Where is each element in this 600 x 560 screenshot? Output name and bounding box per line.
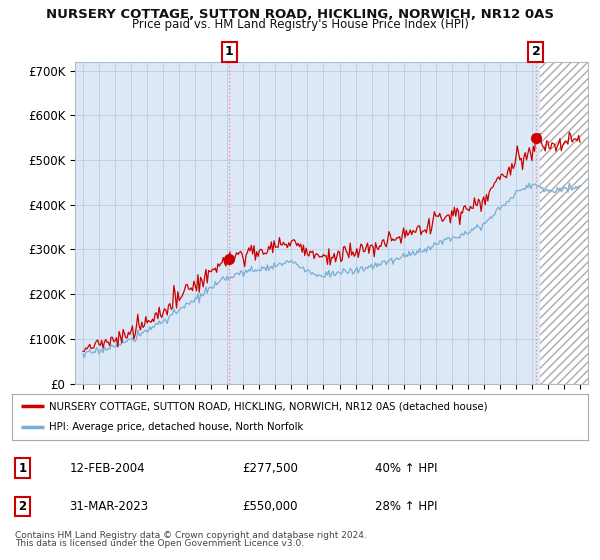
Text: Contains HM Land Registry data © Crown copyright and database right 2024.: Contains HM Land Registry data © Crown c… [15,531,367,540]
Text: 28% ↑ HPI: 28% ↑ HPI [375,500,437,513]
Text: 2: 2 [532,45,540,58]
Text: HPI: Average price, detached house, North Norfolk: HPI: Average price, detached house, Nort… [49,422,304,432]
Text: 2: 2 [19,500,26,513]
Text: This data is licensed under the Open Government Licence v3.0.: This data is licensed under the Open Gov… [15,539,304,548]
Text: NURSERY COTTAGE, SUTTON ROAD, HICKLING, NORWICH, NR12 0AS: NURSERY COTTAGE, SUTTON ROAD, HICKLING, … [46,8,554,21]
Text: £550,000: £550,000 [242,500,298,513]
Text: 1: 1 [225,45,233,58]
Text: NURSERY COTTAGE, SUTTON ROAD, HICKLING, NORWICH, NR12 0AS (detached house): NURSERY COTTAGE, SUTTON ROAD, HICKLING, … [49,401,488,411]
Polygon shape [540,62,588,384]
Text: £277,500: £277,500 [242,462,298,475]
Text: 40% ↑ HPI: 40% ↑ HPI [375,462,437,475]
Text: 31-MAR-2023: 31-MAR-2023 [70,500,149,513]
Text: Price paid vs. HM Land Registry's House Price Index (HPI): Price paid vs. HM Land Registry's House … [131,18,469,31]
Text: 1: 1 [19,462,26,475]
Text: 12-FEB-2004: 12-FEB-2004 [70,462,145,475]
